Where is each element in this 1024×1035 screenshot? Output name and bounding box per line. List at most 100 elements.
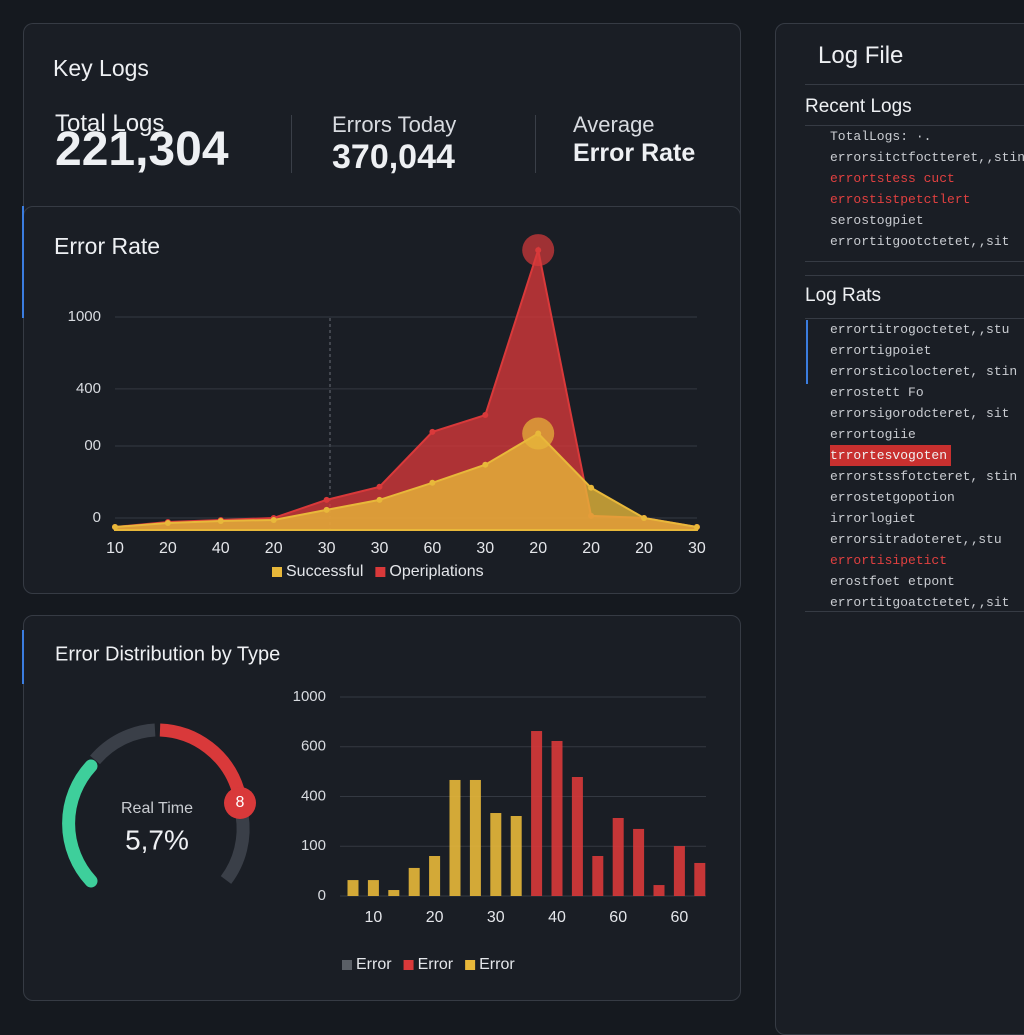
point [588, 484, 595, 491]
point [323, 506, 330, 513]
x-tick-label: 60 [424, 540, 442, 557]
log-line: serostogpiet [830, 213, 924, 228]
x-tick-label: 30 [371, 540, 389, 557]
bar [449, 779, 461, 896]
x-tick-label: 20 [635, 540, 653, 557]
log-line: errorsitradoteret,‚stu [830, 532, 1002, 547]
log-line: errorstssfotcteret, stin [830, 469, 1018, 484]
x-tick-label: 20 [426, 909, 444, 926]
y-tick-label: 100 [301, 837, 326, 854]
section-title: Recent Logs [805, 96, 912, 117]
bar [531, 731, 543, 896]
distribution-panel [23, 615, 741, 1001]
log-line: errortitgoatctetet,‚sit [830, 595, 1010, 610]
accent [22, 630, 24, 684]
legend-swatch [465, 960, 476, 970]
log-line: errortitgootctetet,‚sit [830, 234, 1010, 249]
point [376, 483, 383, 490]
legend-label: Successful [286, 563, 363, 580]
gauge-arc [220, 813, 250, 884]
bar [429, 856, 441, 896]
chart-title: Error Rate [54, 233, 160, 259]
section-title: Log Rats [805, 285, 882, 306]
bar [673, 846, 685, 896]
point [270, 516, 277, 523]
key-logs-panel [23, 23, 741, 224]
accent [22, 206, 24, 318]
stat-label: Errors Today [332, 112, 457, 137]
log-line: errostistpetctlert [830, 192, 971, 207]
x-tick-label: 20 [582, 540, 600, 557]
gauge-badge-text: 8 [236, 794, 245, 811]
divider [805, 275, 1024, 276]
point [429, 428, 436, 435]
log-line: erostfoet etpont [830, 574, 955, 589]
log-line: errorsitctfoctteret,‚stin [830, 150, 1024, 165]
legend-label: Error [479, 956, 515, 973]
x-tick-label: 30 [476, 540, 494, 557]
bar [490, 813, 502, 896]
y-tick-label: 00 [84, 437, 101, 454]
log-file-panel [775, 23, 1024, 1035]
peak-glow [522, 417, 555, 450]
log-line: errorsigorodcteret, sit [830, 406, 1010, 421]
gauge-badge [224, 787, 256, 819]
x-tick-label: 20 [529, 540, 547, 557]
log-line: TotalLogs: ·. [830, 129, 932, 144]
legend-swatch [375, 567, 386, 577]
bar [367, 880, 379, 896]
charts: Error Rate Error Distribution by Type 8 … [54, 233, 706, 973]
bar [633, 828, 645, 896]
bar [347, 880, 359, 896]
legend-label: Error [418, 956, 454, 973]
point [323, 496, 330, 503]
gauge-arc [90, 723, 156, 765]
stat-value: 370,044 [332, 138, 455, 176]
accent [806, 320, 808, 384]
y-tick-label: 400 [301, 787, 326, 804]
log-line: errortisipetict [830, 553, 948, 568]
log-line: errostett Fo [830, 385, 924, 400]
y-tick-label: 1000 [68, 308, 101, 325]
stat-value: Error Rate [573, 139, 696, 167]
legend-swatch [342, 960, 352, 970]
bar [694, 862, 706, 896]
x-tick-label: 40 [548, 909, 566, 926]
log-line: errortigpoiet [830, 343, 932, 358]
x-tick-label: 10 [365, 909, 383, 926]
x-tick-label: 10 [106, 540, 124, 557]
legend-swatch [272, 567, 282, 577]
stat-label: Average [573, 112, 655, 137]
x-tick-label: 30 [688, 540, 706, 557]
stat-value: 221,304 [55, 123, 229, 176]
point [376, 496, 383, 503]
legend-label: Error [356, 956, 392, 973]
point [693, 523, 700, 530]
divider [535, 115, 536, 173]
log-list: TotalLogs: ·. errorsitctfoctteret,‚stin er… [805, 125, 1024, 262]
x-tick-label: 40 [212, 540, 230, 557]
area [114, 246, 698, 531]
bar [653, 885, 665, 896]
y-tick-label: 600 [301, 738, 326, 755]
x-tick-label: 20 [265, 540, 283, 557]
point [641, 514, 647, 521]
point [217, 517, 224, 524]
divider [805, 84, 1024, 85]
log-line: irrorlogiet [830, 511, 916, 526]
bar [510, 816, 522, 896]
bar [571, 776, 583, 896]
divider [291, 115, 292, 173]
y-tick-label: 1000 [293, 688, 326, 705]
bar [469, 779, 481, 896]
bar [612, 817, 624, 896]
stat-label: Total Logs [55, 110, 165, 137]
gauge-label: Real Time [121, 800, 193, 817]
bar [551, 740, 563, 896]
bar [592, 856, 604, 896]
x-tick-label: 30 [318, 540, 336, 557]
log-line: errortitrogoctetet,‚stu [830, 322, 1010, 337]
point [482, 461, 489, 468]
log-list: errortitrogoctetet,‚stu errortigpoiet erro… [805, 318, 1024, 612]
